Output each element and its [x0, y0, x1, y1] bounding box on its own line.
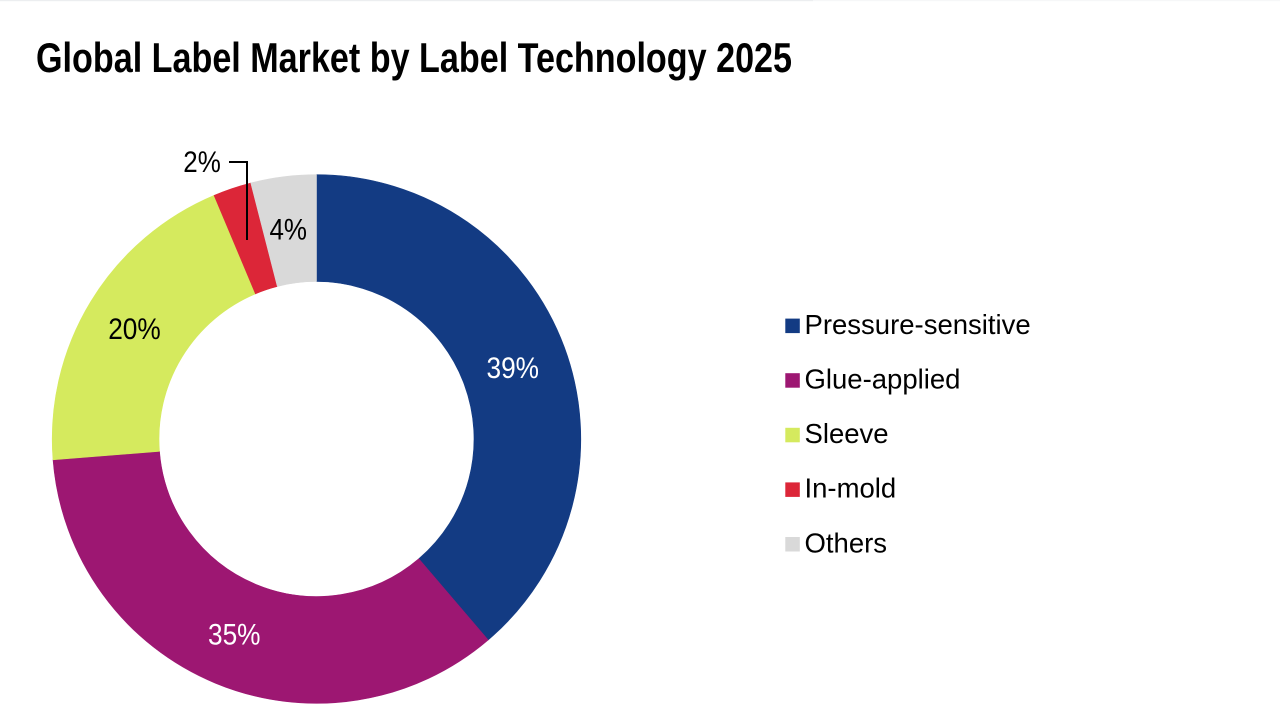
svg-text:20%: 20%	[108, 313, 161, 346]
svg-text:39%: 39%	[487, 352, 540, 385]
svg-text:Sleeve: Sleeve	[805, 418, 889, 449]
svg-text:Pressure-sensitive: Pressure-sensitive	[805, 309, 1031, 340]
svg-text:Global Label Market by Label T: Global Label Market by Label Technology …	[36, 34, 792, 81]
svg-text:2%: 2%	[183, 146, 221, 179]
svg-text:35%: 35%	[208, 619, 261, 652]
svg-text:Others: Others	[805, 527, 888, 558]
svg-text:In-mold: In-mold	[805, 473, 897, 504]
svg-text:4%: 4%	[270, 214, 308, 247]
svg-text:Glue-applied: Glue-applied	[805, 363, 961, 394]
